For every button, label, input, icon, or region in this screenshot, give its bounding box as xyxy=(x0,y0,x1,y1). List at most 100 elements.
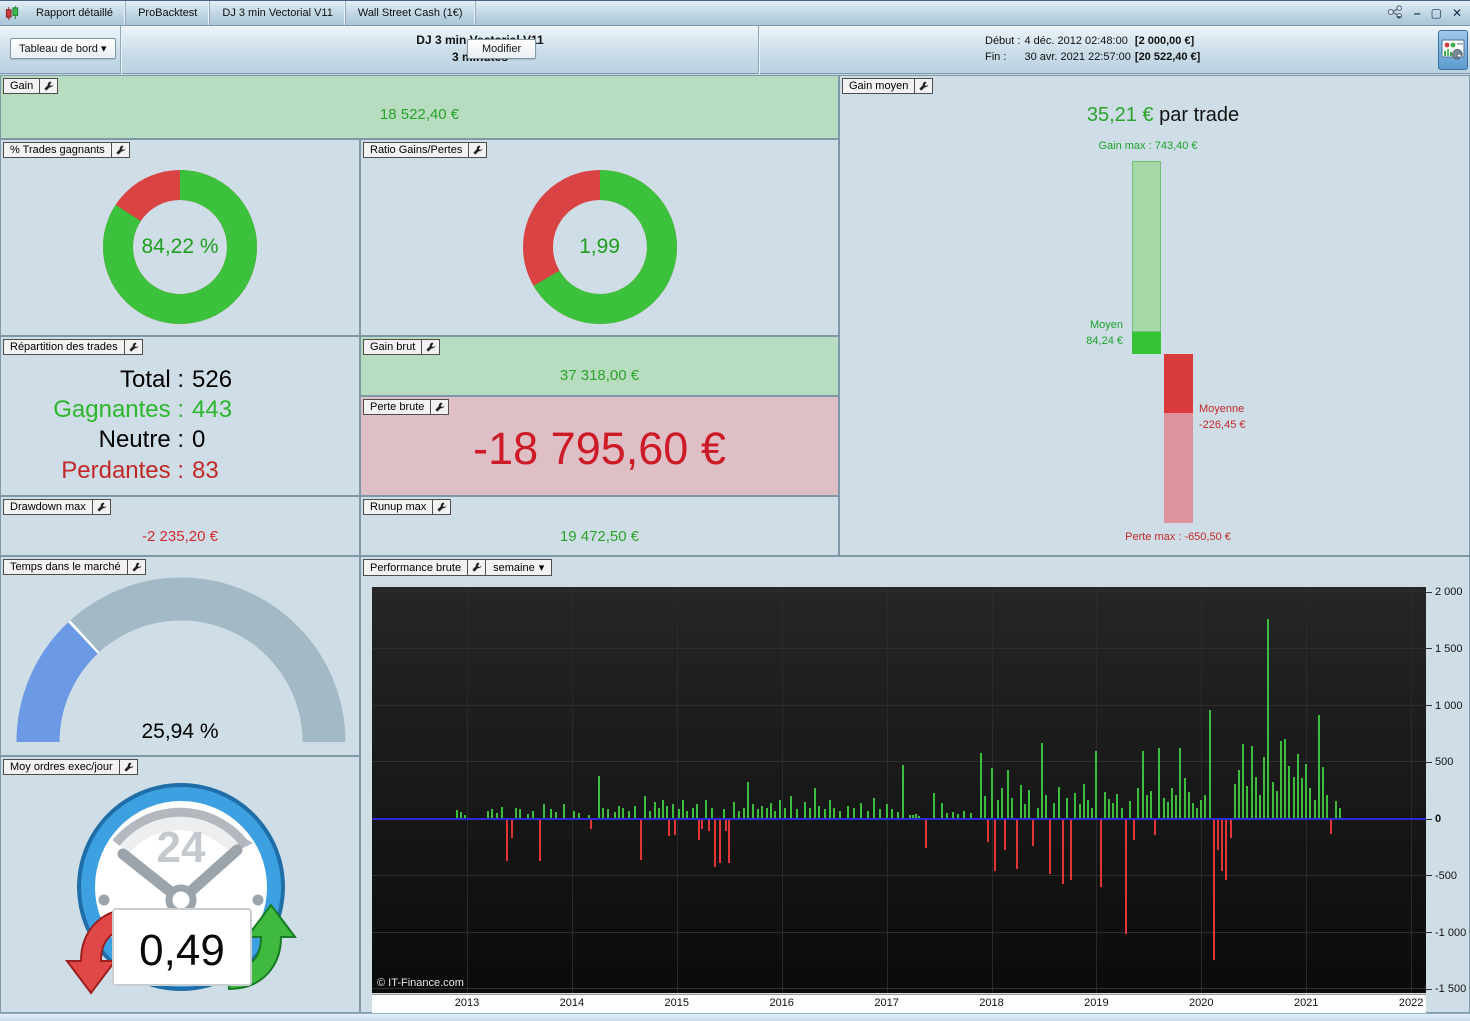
minimize-button[interactable]: – xyxy=(1413,6,1421,20)
y-axis-tick-label: 1 500 xyxy=(1426,643,1463,655)
report-settings-button[interactable] xyxy=(1438,30,1468,70)
weekly-performance-bar xyxy=(1271,781,1274,818)
fin-label: Fin : xyxy=(985,50,1007,63)
weekly-performance-bar xyxy=(783,807,786,818)
avg-gain-suffix: par trade xyxy=(1153,104,1240,126)
moyen-value: 84,24 € xyxy=(1086,335,1123,347)
tab-dj-3-min-vectorial-v11[interactable]: DJ 3 min Vectorial V11 xyxy=(210,1,346,25)
moyen-label: Moyen xyxy=(1089,319,1123,331)
weekly-performance-bar xyxy=(1321,766,1324,818)
window-controls: – ▢ ✕ xyxy=(1387,1,1470,25)
weekly-performance-bar xyxy=(526,814,529,818)
view-selector-label: Tableau de bord xyxy=(19,43,98,55)
weekly-performance-bar xyxy=(728,820,731,864)
avg-gain-per-trade: 35,21 € par trade xyxy=(840,104,1470,127)
weekly-performance-bar xyxy=(505,820,508,861)
weekly-performance-bar xyxy=(1057,787,1060,818)
wrench-icon[interactable] xyxy=(39,79,57,93)
weekly-performance-bar xyxy=(1229,820,1232,839)
weekly-performance-bar xyxy=(932,793,935,818)
tab-rapport-d-taill-[interactable]: Rapport détaillé xyxy=(24,1,127,25)
tab-wall-street-cash-1-[interactable]: Wall Street Cash (1€) xyxy=(346,1,476,25)
ratio-donut: 1,99 xyxy=(361,158,838,335)
weekly-performance-bar xyxy=(511,820,514,839)
y-axis-tick-label: 2 000 xyxy=(1426,586,1463,598)
window-tab-bar: Rapport détaillé ProBacktest DJ 3 min Vect… xyxy=(0,1,1470,26)
weekly-performance-bar xyxy=(742,807,745,818)
weekly-performance-bar xyxy=(668,820,671,837)
weekly-performance-bar xyxy=(1024,804,1027,818)
panel-runup: Runup max 19 472,50 € xyxy=(360,496,839,556)
modify-button[interactable]: Modifier xyxy=(467,39,537,59)
weekly-performance-bar xyxy=(1145,795,1148,818)
weekly-performance-bar xyxy=(1015,820,1018,869)
close-button[interactable]: ✕ xyxy=(1451,6,1462,20)
weekly-performance-bar xyxy=(627,811,630,818)
weekly-performance-bar xyxy=(1204,795,1207,818)
avg-gain-bar-max xyxy=(1132,161,1161,333)
gain-label: Gain xyxy=(10,80,34,92)
wrench-icon[interactable] xyxy=(126,560,145,574)
horizontal-gridline xyxy=(372,704,1426,706)
weekly-performance-bar xyxy=(1275,790,1278,818)
weekly-performance-bar xyxy=(1019,785,1022,818)
weekly-performance-bar xyxy=(455,810,458,818)
tab-probacktest[interactable]: ProBacktest xyxy=(126,1,211,25)
weekly-performance-bar xyxy=(963,811,966,818)
weekly-performance-bar xyxy=(790,796,793,818)
weekly-performance-bar xyxy=(1212,820,1215,960)
wrench-icon[interactable] xyxy=(914,79,932,93)
x-axis-tick-label: 2018 xyxy=(979,997,1004,1009)
wrench-icon[interactable] xyxy=(110,143,129,157)
share-icon[interactable] xyxy=(1387,5,1404,21)
weekly-performance-bar xyxy=(828,799,831,818)
wrench-icon[interactable] xyxy=(468,143,486,157)
moyenne-value: -226,45 € xyxy=(1199,419,1246,431)
horizontal-gridline xyxy=(372,988,1426,990)
weekly-performance-bar xyxy=(1254,777,1257,818)
weekly-performance-bar xyxy=(491,809,494,818)
tabs-container: Rapport détaillé ProBacktest DJ 3 min Vect… xyxy=(24,1,476,25)
weekly-performance-bar xyxy=(1011,798,1014,818)
wrench-icon[interactable] xyxy=(432,500,450,514)
wrench-icon[interactable] xyxy=(421,340,439,354)
y-axis-tick-label: -500 xyxy=(1426,870,1457,882)
weekly-performance-bar xyxy=(532,811,535,818)
weekly-performance-bar xyxy=(686,810,689,818)
weekly-performance-bar xyxy=(1045,795,1048,818)
weekly-performance-bar xyxy=(613,811,616,818)
weekly-performance-bar xyxy=(1053,803,1056,818)
avg-gain-value: 35,21 € xyxy=(1086,104,1154,126)
gain-value: 18 522,40 € xyxy=(379,106,460,123)
weekly-performance-bar xyxy=(549,808,552,818)
panel-pct-trades: % Trades gagnants 84,22 % xyxy=(0,139,360,336)
weekly-performance-bar xyxy=(653,802,656,818)
weekly-performance-bar xyxy=(640,820,643,861)
weekly-performance-bar xyxy=(996,799,999,818)
weekly-performance-bar xyxy=(760,806,763,818)
weekly-performance-bar xyxy=(1284,738,1287,818)
period-selector-dropdown[interactable]: semaine ▾ xyxy=(485,560,551,575)
wrench-icon[interactable] xyxy=(123,340,142,354)
weekly-performance-bar xyxy=(1124,820,1127,934)
moy-ordres-label: Moy ordres exec/jour xyxy=(10,761,113,773)
panel-perte-brute: Perte brute -18 795,60 € xyxy=(360,396,839,496)
y-axis-tick-label: 0 xyxy=(1426,813,1441,825)
wrench-icon[interactable] xyxy=(118,760,137,774)
avg-loss-bar-mean xyxy=(1164,354,1193,413)
toolbar-divider xyxy=(758,26,759,74)
period-selector-value: semaine xyxy=(493,561,535,574)
weekly-performance-bar xyxy=(1112,803,1115,818)
wrench-icon[interactable] xyxy=(430,400,448,414)
wrench-icon[interactable] xyxy=(467,560,485,575)
weekly-performance-bar xyxy=(711,807,714,818)
panel-moy-ordres: Moy ordres exec/jour 24 0,49 xyxy=(0,756,360,1013)
maximize-button[interactable]: ▢ xyxy=(1430,6,1442,20)
weekly-performance-bar xyxy=(1162,797,1165,818)
wrench-icon[interactable] xyxy=(91,500,110,514)
backtest-range: Début : 4 déc. 2012 02:48:00 [2 000,00 €… xyxy=(985,34,1204,66)
view-selector-dropdown[interactable]: Tableau de bord ▾ xyxy=(10,38,116,59)
weekly-performance-bar xyxy=(1217,820,1220,850)
weekly-performance-bar xyxy=(1238,770,1241,818)
runup-value: 19 472,50 € xyxy=(559,528,640,545)
